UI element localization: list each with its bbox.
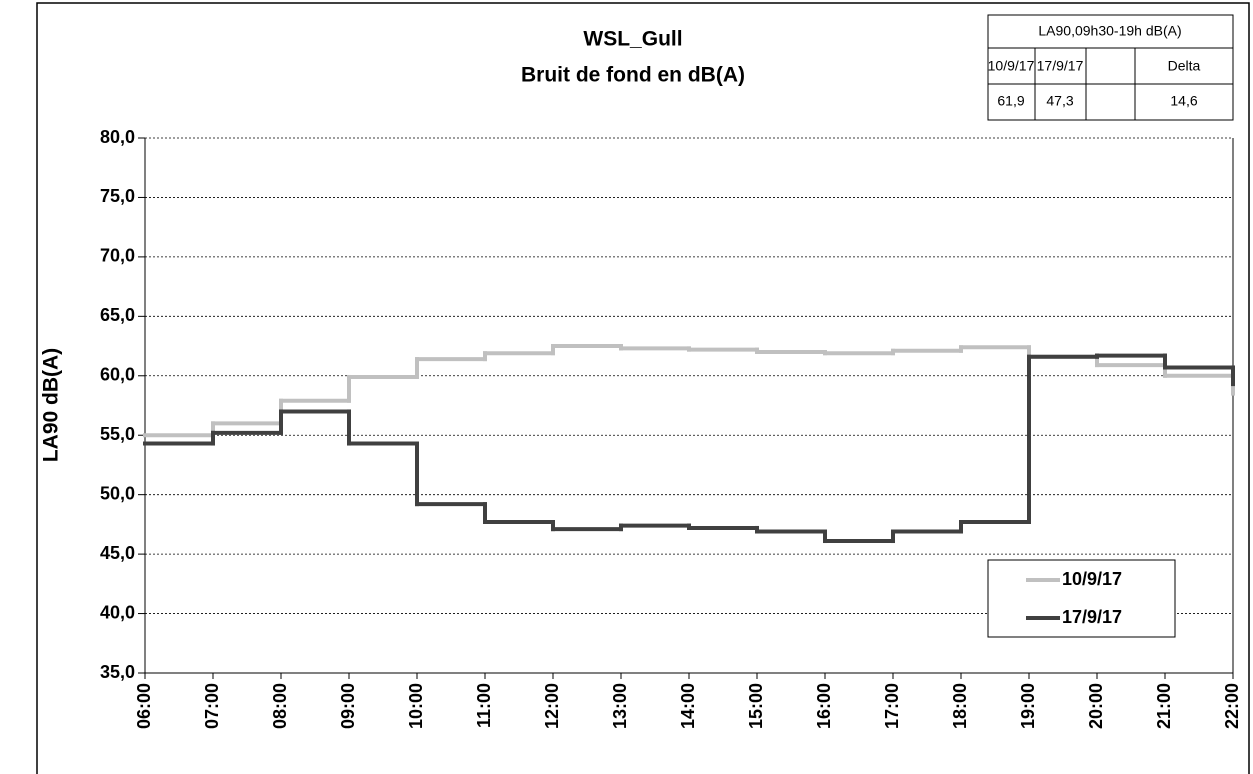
x-tick-label: 22:00 — [1222, 683, 1242, 729]
series — [143, 353, 1235, 544]
x-tick-label: 13:00 — [610, 683, 630, 729]
y-tick-label: 75,0 — [100, 186, 135, 206]
x-tick-label: 18:00 — [950, 683, 970, 729]
x-tick-label: 07:00 — [202, 683, 222, 729]
legend-frame — [987, 559, 1176, 638]
y-axis-label: LA90 dB(A) — [40, 348, 63, 462]
x-tick-label: 12:00 — [542, 683, 562, 729]
x-tick-label: 15:00 — [746, 683, 766, 729]
x-tick-label: 14:00 — [678, 683, 698, 729]
y-tick-label: 50,0 — [100, 483, 135, 503]
y-tick-label: 40,0 — [100, 602, 135, 622]
y-tick-label: 55,0 — [100, 424, 135, 444]
x-tick-label: 19:00 — [1018, 683, 1038, 729]
chart-title: WSL_Gull — [583, 28, 682, 51]
legend-label: 17/9/17 — [1062, 607, 1122, 627]
x-tick-label: 17:00 — [882, 683, 902, 729]
table-title: LA90,09h30-19h dB(A) — [1038, 23, 1181, 39]
x-tick-label: 20:00 — [1086, 683, 1106, 729]
y-tick-label: 65,0 — [100, 305, 135, 325]
table-header: Delta — [1168, 58, 1201, 74]
legend-label: 10/9/17 — [1062, 569, 1122, 589]
table-cell: 14,6 — [1170, 93, 1197, 109]
series — [143, 344, 1235, 438]
chart-subtitle: Bruit de fond en dB(A) — [521, 64, 745, 87]
chart-frame — [36, 2, 1250, 774]
x-tick-label: 08:00 — [270, 683, 290, 729]
x-tick-label: 11:00 — [474, 683, 494, 728]
y-tick-label: 70,0 — [100, 246, 135, 266]
y-tick-label: 60,0 — [100, 365, 135, 385]
table-header: 10/9/17 — [988, 58, 1035, 74]
y-tick-label: 45,0 — [100, 543, 135, 563]
x-tick-label: 10:00 — [406, 683, 426, 729]
y-tick-label: 80,0 — [100, 127, 135, 147]
table-header: 17/9/17 — [1037, 58, 1084, 74]
summary-table: LA90,09h30-19h dB(A) 10/9/17 17/9/17 Del… — [987, 14, 1234, 121]
x-tick-label: 09:00 — [338, 683, 358, 729]
legend: 10/9/17 17/9/17 — [987, 559, 1176, 638]
table-frame — [987, 14, 1234, 121]
x-tick-label: 21:00 — [1154, 683, 1174, 729]
x-tick-label: 06:00 — [134, 683, 154, 729]
x-tick-label: 16:00 — [814, 683, 834, 729]
table-cell: 61,9 — [997, 93, 1024, 109]
table-cell: 47,3 — [1046, 93, 1073, 109]
y-tick-label: 35,0 — [100, 662, 135, 682]
